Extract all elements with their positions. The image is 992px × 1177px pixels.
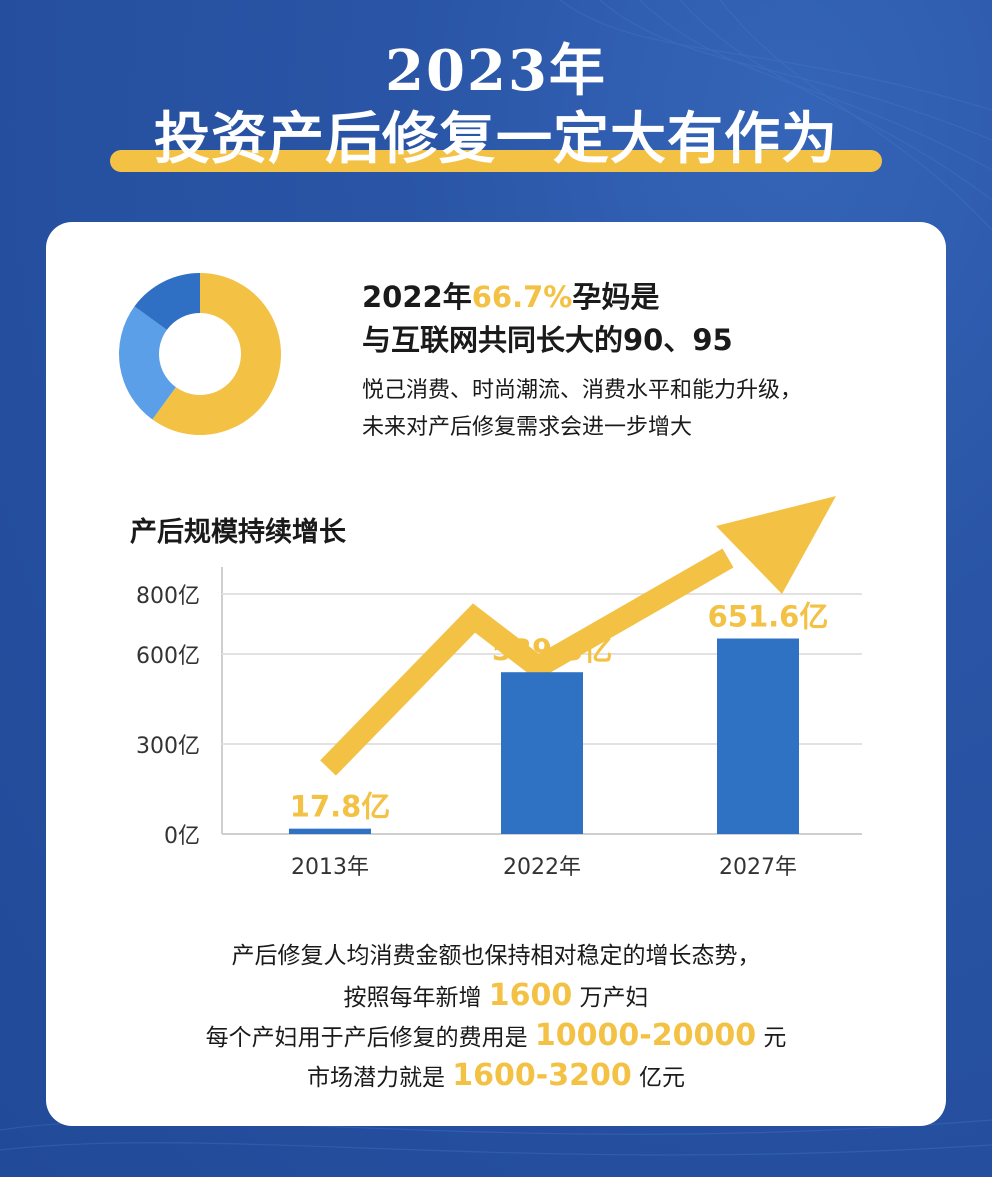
- bottom-line1: 产后修复人均消费金额也保持相对稳定的增长态势，: [231, 943, 761, 969]
- bar-chart: 0亿 300亿 600亿 800亿 17.8亿 2013年 539.3亿 2022年 651.6…: [136, 496, 862, 880]
- content-card: 2022年66.7%孕妈是 与互联网共同长大的90、95 悦己消费、时尚潮流、消…: [46, 222, 946, 1126]
- chart-title: 产后规模持续增长: [130, 517, 346, 548]
- x-category-label: 2027年: [719, 855, 797, 880]
- market-potential-number: 1600-3200: [452, 1058, 632, 1093]
- subtitle-underline: [110, 150, 882, 172]
- stat-percentage: 66.7%: [471, 280, 573, 314]
- bottom-line2-prefix: 按照每年新增: [343, 985, 489, 1011]
- cost-range-number: 10000-20000: [534, 1018, 757, 1053]
- bottom-line2-suffix: 万产妇: [572, 985, 649, 1011]
- donut-slice: [134, 273, 200, 330]
- x-category-label: 2013年: [291, 855, 369, 880]
- y-tick-label: 600亿: [136, 644, 200, 669]
- stat-headline-line2: 与互联网共同长大的90、95: [362, 323, 733, 357]
- bottom-line3-prefix: 每个产妇用于产后修复的费用是: [205, 1025, 535, 1051]
- donut-slice: [119, 306, 176, 420]
- trend-arrow-body: [320, 548, 734, 776]
- y-tick-label: 0亿: [164, 824, 200, 849]
- bottom-line2: 按照每年新增 1600 万产妇: [46, 976, 946, 1018]
- y-tick-label: 800亿: [136, 584, 200, 609]
- bottom-line4-prefix: 市场潜力就是: [306, 1065, 453, 1091]
- bar: [717, 638, 799, 834]
- bottom-line3-suffix: 元: [756, 1025, 787, 1051]
- stat-headline-line1: 2022年66.7%孕妈是: [362, 274, 659, 316]
- bottom-line4-suffix: 亿元: [631, 1065, 686, 1091]
- x-category-label: 2022年: [503, 855, 581, 880]
- bar-value-label: 651.6亿: [708, 600, 829, 634]
- new-mothers-number: 1600: [488, 978, 573, 1013]
- donut-slice: [152, 273, 281, 435]
- header-subtitle: 投资产后修复一定大有作为: [154, 106, 838, 172]
- trend-arrow-head: [716, 496, 836, 594]
- bar: [289, 828, 371, 834]
- stat-year: 2022年: [362, 280, 472, 314]
- bar: [501, 672, 583, 834]
- stat-description-line1: 悦己消费、时尚潮流、消费水平和能力升级，: [362, 378, 803, 403]
- header-subtitle-block: 投资产后修复一定大有作为: [110, 104, 882, 176]
- header-year: 2023年: [385, 38, 607, 104]
- stat-line1-suffix: 孕妈是: [572, 280, 660, 314]
- bottom-line4: 市场潜力就是 1600-3200 亿元: [46, 1056, 946, 1098]
- y-tick-label: 300亿: [136, 734, 200, 759]
- bar-value-label: 17.8亿: [290, 790, 391, 824]
- bar-value-label: 539.3亿: [492, 633, 613, 667]
- bottom-line3: 每个产妇用于产后修复的费用是 10000-20000 元: [46, 1016, 946, 1058]
- donut-chart: [119, 273, 281, 435]
- stat-description-line2: 未来对产后修复需求会进一步增大: [362, 415, 693, 440]
